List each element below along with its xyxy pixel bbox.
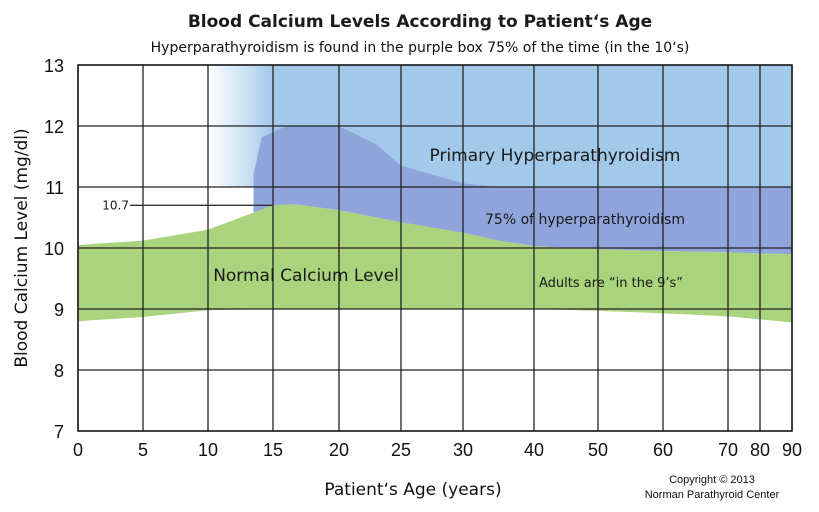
y-tick-label: 9: [54, 300, 64, 320]
adults-annotation: Adults are “in the 9’s”: [539, 276, 683, 291]
x-tick-label: 15: [263, 440, 283, 460]
x-tick-label: 70: [718, 440, 738, 460]
x-tick-label: 50: [588, 440, 608, 460]
y-axis-label: Blood Calcium Level (mg/dl): [12, 128, 32, 367]
y-tick-label: 8: [54, 361, 64, 381]
reference-label-10-7: 10.7: [102, 198, 129, 212]
y-tick-label: 12: [44, 117, 64, 137]
chart-title: Blood Calcium Levels According to Patien…: [188, 12, 652, 32]
x-tick-label: 30: [453, 440, 473, 460]
x-tick-label: 20: [329, 440, 349, 460]
x-tick-label: 5: [138, 440, 148, 460]
purple-75-percent-region: [253, 126, 792, 255]
y-tick-label: 10: [44, 239, 64, 259]
copyright-line-2: Norman Parathyroid Center: [645, 489, 780, 501]
primary-region-label: Primary Hyperparathyroidism: [430, 146, 681, 166]
x-tick-label: 40: [524, 440, 544, 460]
normal-region-label: Normal Calcium Level: [213, 266, 399, 286]
copyright-line-1: Copyright © 2013: [669, 474, 755, 486]
x-axis-label: Patient‘s Age (years): [324, 480, 501, 500]
y-tick-label: 11: [45, 178, 64, 198]
x-tick-label: 25: [391, 440, 411, 460]
plot-frame: [77, 64, 793, 432]
x-tick-label: 90: [782, 440, 802, 460]
chart-subtitle: Hyperparathyroidism is found in the purp…: [151, 40, 690, 56]
normal-calcium-region: [78, 204, 792, 323]
x-tick-label: 60: [653, 440, 673, 460]
y-tick-label: 7: [54, 422, 64, 442]
purple-region-label: 75% of hyperparathyroidism: [485, 212, 685, 228]
x-tick-label: 0: [73, 440, 83, 460]
x-tick-label: 80: [750, 440, 770, 460]
y-tick-label: 13: [44, 56, 64, 76]
x-tick-label: 10: [198, 440, 218, 460]
